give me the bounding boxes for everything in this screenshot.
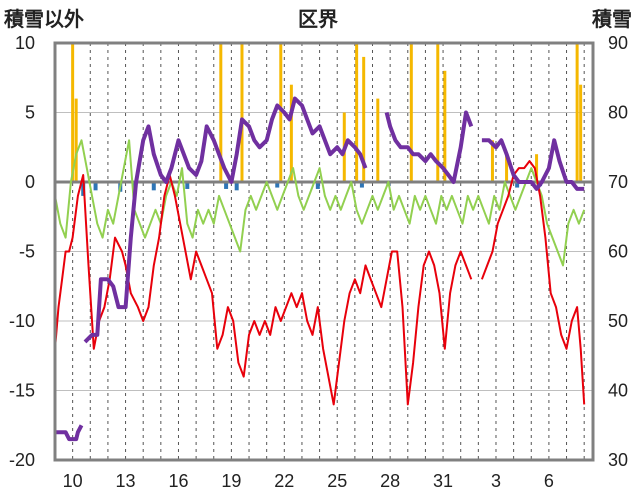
negative-bar <box>234 182 239 191</box>
precip-bar <box>505 154 509 182</box>
left-axis-title: 積雪以外 <box>4 7 84 31</box>
y-left-tick-label: -20 <box>9 450 35 470</box>
y-left-tick-label: 10 <box>15 33 35 53</box>
x-tick-label: 22 <box>274 471 294 491</box>
x-tick-label: 25 <box>327 471 347 491</box>
y-right-tick-label: 40 <box>608 381 628 401</box>
y-right-tick-label: 90 <box>608 33 628 53</box>
negative-bar <box>185 182 190 189</box>
precip-bar <box>289 84 293 182</box>
bars-layer <box>71 43 583 196</box>
precip-bar <box>240 43 244 182</box>
precip-bar <box>279 43 283 182</box>
x-tick-label: 13 <box>116 471 136 491</box>
negative-bar <box>224 182 229 189</box>
plot-frame <box>53 41 595 462</box>
grid-layer <box>54 42 593 461</box>
precip-bar <box>490 140 494 182</box>
precip-bar <box>362 56 366 182</box>
chart-title: 区界 <box>298 7 338 31</box>
y-left-tick-label: 5 <box>25 103 35 123</box>
precip-bar <box>376 98 380 182</box>
y-left-tick-label: -15 <box>9 381 35 401</box>
temperature-line <box>480 160 586 405</box>
temperature-line <box>54 174 473 406</box>
negative-bar <box>93 182 98 191</box>
precip-bar <box>443 70 447 182</box>
precip-bar <box>436 43 440 182</box>
x-tick-label: 31 <box>433 471 453 491</box>
precip-bar <box>579 84 583 182</box>
snow-depth-line <box>55 424 84 442</box>
y-left-tick-label: -5 <box>19 242 35 262</box>
negative-bar <box>275 182 280 188</box>
other-series-line <box>54 139 586 267</box>
y-right-tick-label: 60 <box>608 242 628 262</box>
negative-bar <box>315 182 320 189</box>
snow-depth-line <box>481 138 585 191</box>
negative-bar <box>151 182 156 191</box>
snow-depth-line <box>384 110 474 184</box>
y-right-tick-label: 70 <box>608 172 628 192</box>
precip-bar <box>355 43 359 182</box>
right-axis-title: 積雪 <box>592 7 632 31</box>
y-right-tick-label: 30 <box>608 450 628 470</box>
x-tick-label: 19 <box>221 471 241 491</box>
y-right-tick-label: 50 <box>608 311 628 331</box>
x-tick-label: 10 <box>63 471 83 491</box>
precip-bar <box>74 98 78 182</box>
y-right-tick-label: 80 <box>608 103 628 123</box>
x-tick-label: 6 <box>544 471 554 491</box>
x-tick-label: 3 <box>491 471 501 491</box>
negative-bar <box>515 182 520 188</box>
x-tick-label: 16 <box>168 471 188 491</box>
precip-bar <box>219 43 223 182</box>
y-left-tick-label: -10 <box>9 311 35 331</box>
lines-layer <box>54 96 593 442</box>
precip-bar <box>575 43 579 182</box>
precip-bar <box>409 43 413 182</box>
negative-bar <box>359 182 364 188</box>
precip-bar <box>71 43 75 182</box>
x-tick-label: 28 <box>380 471 400 491</box>
y-left-tick-label: 0 <box>25 172 35 192</box>
snow-depth-line <box>83 96 368 344</box>
precip-bar <box>535 154 539 182</box>
